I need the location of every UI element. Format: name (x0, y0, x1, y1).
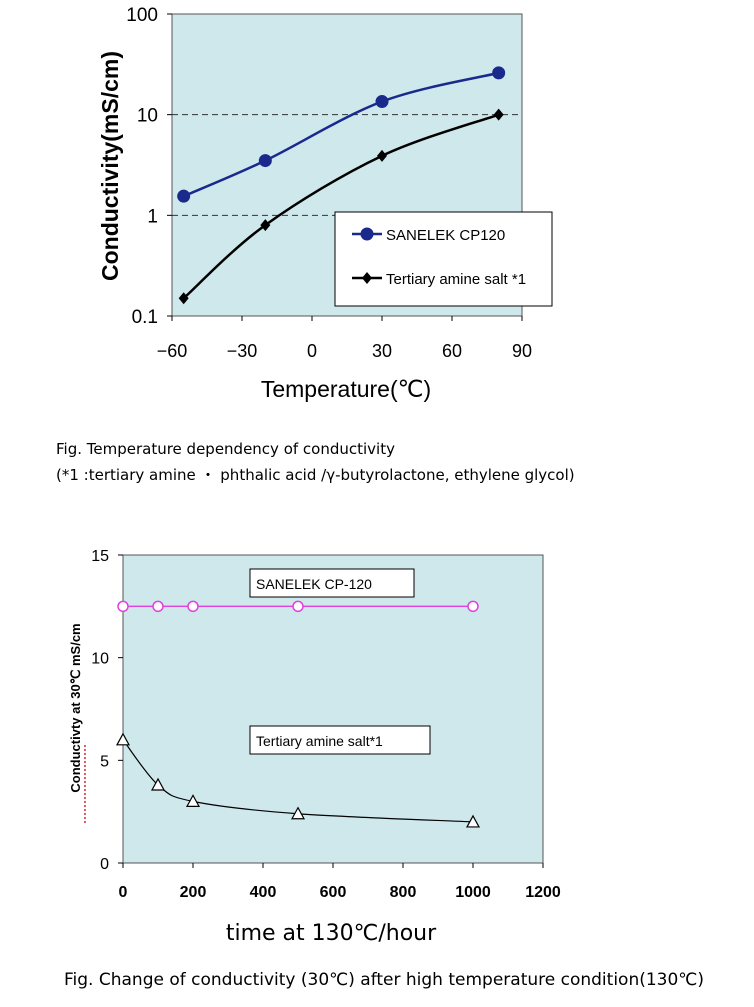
figure-2-caption: Fig. Change of conductivity (30℃) after … (64, 970, 704, 990)
x-tick-label: 0 (307, 341, 317, 361)
x-tick-label: 200 (180, 884, 207, 901)
x-tick-label: 600 (320, 884, 347, 901)
x-tick-label: 60 (442, 341, 462, 361)
data-point-series-2 (465, 814, 481, 828)
data-point-series-1 (292, 600, 304, 613)
data-point-series-1 (177, 189, 191, 203)
data-point-series-1 (117, 600, 129, 613)
legend-marker-1 (360, 227, 374, 241)
data-point-series-1 (187, 600, 199, 613)
data-point-series-2 (260, 219, 271, 232)
data-point-series-2 (150, 777, 166, 791)
y-tick-label: 100 (126, 5, 158, 26)
x-tick-label: 1200 (525, 884, 561, 901)
y-tick-label: 5 (100, 753, 109, 770)
x-tick-label: 90 (512, 341, 532, 361)
x-tick-label: −60 (157, 341, 188, 361)
figure-2-caption-title: Fig. Change of conductivity (30℃) after … (64, 970, 705, 990)
plot-area (122, 554, 544, 864)
data-point-series-2 (493, 108, 504, 121)
x-tick-label: 1000 (455, 884, 491, 901)
series-label-box-1 (249, 568, 415, 598)
figure-1-caption: Fig. Temperature dependency of conductiv… (56, 436, 575, 488)
series-line-2 (122, 739, 474, 823)
chart-conductivity-change: 0 5 10 15 0 200 400 600 800 1000 1200 time at 130℃/… (68, 548, 561, 946)
data-point-series-2 (178, 292, 189, 305)
y-axis-title: Conductivty at 30℃ mS/cm (68, 623, 83, 792)
data-point-series-2 (185, 794, 201, 807)
chart-temperature-dependency: 0.1 1 10 100 −60 −30 0 30 60 90 Temperature(℃) Cond… (97, 5, 553, 402)
y-tick-label: 0 (100, 856, 109, 873)
legend-label-1: SANELEK CP120 (386, 227, 505, 244)
data-point-series-1 (152, 600, 164, 613)
figure-1-caption-footnote: (*1 :tertiary amine ・ phthalic acid /γ-b… (56, 466, 575, 484)
y-tick-label: 15 (91, 548, 109, 565)
data-point-series-2 (115, 732, 131, 746)
x-axis-title: Temperature(℃) (261, 376, 431, 402)
series-line-1 (183, 71, 499, 198)
legend-label-2: Tertiary amine salt *1 (386, 271, 526, 288)
y-tick-label: 0.1 (132, 307, 158, 328)
series-label-2: Tertiary amine salt*1 (256, 733, 383, 749)
x-axis-title: time at 130℃/hour (226, 921, 437, 946)
series-label-box-2 (249, 725, 431, 755)
x-tick-label: 0 (119, 884, 128, 901)
x-tick-label: 800 (390, 884, 417, 901)
series-label-1: SANELEK CP-120 (256, 576, 372, 592)
x-tick-label: 30 (372, 341, 392, 361)
y-tick-label: 1 (147, 206, 158, 227)
figure-1-caption-title: Fig. Temperature dependency of conductiv… (56, 440, 395, 458)
data-point-series-1 (492, 66, 506, 80)
series-line-2 (182, 113, 500, 300)
data-point-series-1 (258, 154, 272, 168)
data-point-series-2 (377, 149, 387, 162)
y-axis-title: Conductivity(mS/cm) (97, 51, 123, 281)
legend-marker-2 (362, 272, 372, 284)
legend-box (334, 211, 553, 307)
data-point-series-1 (375, 95, 389, 109)
y-tick-label: 10 (137, 106, 158, 127)
x-tick-label: −30 (227, 341, 258, 361)
data-point-series-2 (290, 806, 306, 820)
y-tick-label: 10 (91, 651, 109, 668)
data-point-series-1 (467, 600, 479, 613)
x-tick-label: 400 (250, 884, 277, 901)
